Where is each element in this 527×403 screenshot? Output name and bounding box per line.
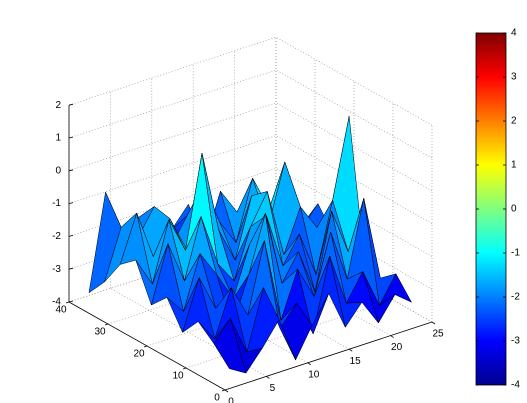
- colorbar-tick-label: 2: [511, 116, 517, 127]
- tick-mark: [221, 389, 226, 392]
- colorbar-tick-label: -2: [511, 292, 520, 303]
- tick-mark: [68, 267, 74, 270]
- y-tick-label: 20: [133, 349, 145, 360]
- tick-mark: [68, 103, 74, 106]
- tick-mark: [431, 321, 436, 325]
- tick-mark: [104, 323, 109, 326]
- colorbar-tick-label: 4: [511, 28, 517, 39]
- tick-mark: [68, 235, 74, 237]
- z-tick-label: -4: [52, 297, 61, 308]
- colorbar-tick-label: -3: [511, 336, 520, 347]
- y-tick-label: 30: [94, 327, 106, 338]
- colorbar-tick-label: 0: [511, 204, 517, 215]
- colorbar-tick-label: 3: [511, 72, 517, 83]
- tick-mark: [182, 367, 187, 370]
- grid-line: [68, 102, 277, 172]
- grid-line: [68, 69, 277, 139]
- z-tick-label: -1: [52, 198, 61, 209]
- z-tick-label: 1: [55, 133, 61, 144]
- y-tick-label: 40: [55, 305, 67, 316]
- colorbar: [475, 32, 507, 386]
- tick-mark: [307, 362, 312, 366]
- tick-mark: [224, 389, 229, 393]
- z-tick-label: 0: [55, 165, 61, 176]
- y-tick-label: 10: [172, 371, 184, 382]
- x-tick-label: 25: [432, 329, 444, 340]
- surface-face: [213, 317, 247, 374]
- x-axis: [224, 321, 433, 391]
- colorbar-tick-label: -4: [511, 380, 520, 391]
- tick-mark: [143, 345, 148, 348]
- grid-line: [68, 135, 277, 204]
- x-tick-label: 0: [228, 397, 234, 403]
- tick-mark: [390, 335, 394, 338]
- z-tick-label: -3: [52, 264, 61, 275]
- x-tick-label: 15: [350, 356, 362, 367]
- x-tick-label: 10: [308, 369, 320, 380]
- colorbar-tick-label: -1: [511, 248, 520, 259]
- z-tick-label: 2: [55, 100, 61, 111]
- colorbar-tick-label: 1: [511, 160, 517, 171]
- tick-mark: [68, 136, 74, 139]
- y-tick-label: 0: [214, 393, 220, 403]
- x-tick-label: 5: [270, 383, 276, 394]
- tick-mark: [68, 202, 74, 204]
- tick-mark: [266, 376, 270, 379]
- tick-mark: [68, 169, 74, 172]
- grid-line: [68, 36, 277, 106]
- tick-mark: [68, 300, 74, 303]
- x-tick-label: 20: [391, 342, 403, 353]
- tick-mark: [65, 301, 70, 304]
- z-tick-label: -2: [52, 231, 61, 242]
- tick-mark: [348, 348, 353, 352]
